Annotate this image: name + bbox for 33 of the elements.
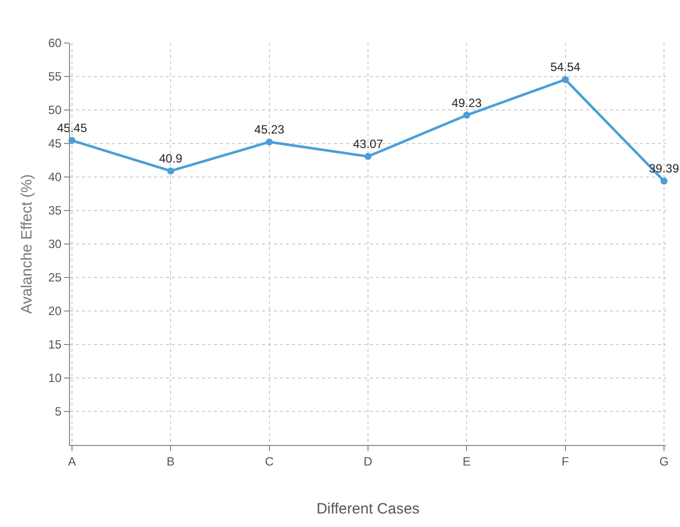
point bbox=[562, 76, 569, 84]
y-tick-label: 20 bbox=[48, 304, 62, 318]
y-axis-title: Avalanche Effect (%) bbox=[18, 174, 36, 314]
data-label: 45.23 bbox=[254, 122, 285, 137]
x-axis-title: Different Cases bbox=[316, 500, 420, 518]
x-tick-label: A bbox=[68, 454, 76, 468]
point bbox=[463, 112, 470, 119]
point bbox=[364, 152, 372, 160]
x-tick-label: D bbox=[364, 454, 373, 468]
data-label: 40.9 bbox=[158, 152, 183, 166]
y-tick-label: 10 bbox=[48, 371, 62, 386]
data-label: 43.07 bbox=[352, 137, 384, 152]
point bbox=[660, 178, 668, 185]
y-tick-label: 5 bbox=[54, 404, 62, 419]
point bbox=[167, 167, 174, 174]
y-tick-label: 30 bbox=[48, 237, 62, 252]
x-tick-label: B bbox=[166, 454, 175, 468]
y-tick-label: 50 bbox=[48, 103, 62, 118]
point bbox=[266, 138, 273, 146]
y-tick-label: 60 bbox=[48, 36, 62, 50]
x-tick-label: C bbox=[264, 454, 274, 468]
data-label: 45.45 bbox=[56, 121, 88, 136]
y-tick-label: 25 bbox=[48, 270, 62, 285]
x-tick-label: F bbox=[562, 454, 570, 468]
data-label: 54.54 bbox=[550, 60, 581, 74]
y-tick-label: 45 bbox=[48, 136, 62, 151]
y-tick-label: 35 bbox=[48, 204, 62, 218]
y-tick-label: 55 bbox=[48, 70, 62, 84]
y-tick-label: 40 bbox=[48, 170, 62, 184]
x-tick-label: G bbox=[659, 454, 669, 468]
x-tick-label: E bbox=[462, 454, 471, 468]
data-label: 49.23 bbox=[452, 96, 482, 110]
y-tick-label: 15 bbox=[48, 338, 62, 352]
